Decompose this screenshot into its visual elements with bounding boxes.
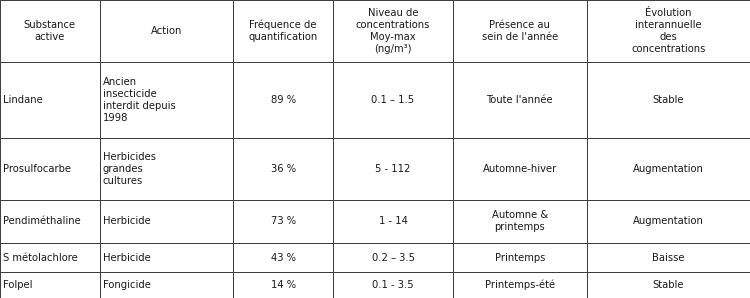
Bar [0, 272, 100, 298]
Bar [333, 200, 453, 243]
Text: Printemps: Printemps [494, 252, 545, 263]
Text: Fréquence de
quantification: Fréquence de quantification [248, 20, 318, 42]
Bar [453, 200, 586, 243]
Text: 1 - 14: 1 - 14 [379, 216, 407, 226]
Bar [333, 272, 453, 298]
Text: 43 %: 43 % [271, 252, 296, 263]
Text: Augmentation: Augmentation [633, 164, 704, 174]
Bar [233, 0, 333, 62]
Bar [0, 62, 100, 138]
Text: 73 %: 73 % [271, 216, 296, 226]
Text: Présence au
sein de l'année: Présence au sein de l'année [482, 20, 558, 42]
Text: 5 - 112: 5 - 112 [375, 164, 411, 174]
Text: Ancien
insecticide
interdit depuis
1998: Ancien insecticide interdit depuis 1998 [103, 77, 176, 123]
Bar [100, 200, 233, 243]
Text: 36 %: 36 % [271, 164, 296, 174]
Text: Action: Action [151, 26, 182, 36]
Text: 89 %: 89 % [271, 95, 296, 105]
Bar [333, 138, 453, 200]
Text: 0.1 – 1.5: 0.1 – 1.5 [371, 95, 415, 105]
Text: Pendiméthaline: Pendiméthaline [3, 216, 81, 226]
Text: 0.1 - 3.5: 0.1 - 3.5 [372, 280, 414, 290]
Bar [586, 62, 750, 138]
Bar [0, 0, 100, 62]
Text: Fongicide: Fongicide [103, 280, 151, 290]
Bar [233, 272, 333, 298]
Text: Automne &
printemps: Automne & printemps [492, 210, 548, 232]
Text: Prosulfocarbe: Prosulfocarbe [3, 164, 71, 174]
Text: Herbicide: Herbicide [103, 252, 151, 263]
Bar [453, 243, 586, 272]
Bar [233, 138, 333, 200]
Bar [586, 138, 750, 200]
Bar [586, 243, 750, 272]
Bar [100, 0, 233, 62]
Text: Stable: Stable [652, 95, 684, 105]
Text: Augmentation: Augmentation [633, 216, 704, 226]
Bar [233, 62, 333, 138]
Bar [233, 243, 333, 272]
Text: Folpel: Folpel [3, 280, 32, 290]
Bar [233, 200, 333, 243]
Text: Substance
active: Substance active [24, 20, 76, 42]
Bar [586, 200, 750, 243]
Text: Herbicides
grandes
cultures: Herbicides grandes cultures [103, 152, 156, 186]
Text: Évolution
interannuelle
des
concentrations: Évolution interannuelle des concentratio… [631, 8, 706, 54]
Bar [0, 138, 100, 200]
Bar [100, 272, 233, 298]
Bar [586, 0, 750, 62]
Text: Baisse: Baisse [652, 252, 685, 263]
Text: 0.2 – 3.5: 0.2 – 3.5 [371, 252, 415, 263]
Text: Stable: Stable [652, 280, 684, 290]
Bar [0, 243, 100, 272]
Text: Printemps-été: Printemps-été [484, 280, 555, 290]
Bar [100, 62, 233, 138]
Text: Niveau de
concentrations
Moy-max
(ng/m³): Niveau de concentrations Moy-max (ng/m³) [356, 8, 430, 54]
Bar [586, 272, 750, 298]
Bar [333, 243, 453, 272]
Bar [453, 272, 586, 298]
Text: Herbicide: Herbicide [103, 216, 151, 226]
Bar [0, 200, 100, 243]
Bar [453, 138, 586, 200]
Bar [100, 243, 233, 272]
Text: 14 %: 14 % [271, 280, 296, 290]
Bar [453, 62, 586, 138]
Bar [100, 138, 233, 200]
Bar [453, 0, 586, 62]
Bar [333, 62, 453, 138]
Text: Toute l'année: Toute l'année [487, 95, 553, 105]
Text: Lindane: Lindane [3, 95, 43, 105]
Text: S métolachlore: S métolachlore [3, 252, 78, 263]
Text: Automne-hiver: Automne-hiver [483, 164, 556, 174]
Bar [333, 0, 453, 62]
